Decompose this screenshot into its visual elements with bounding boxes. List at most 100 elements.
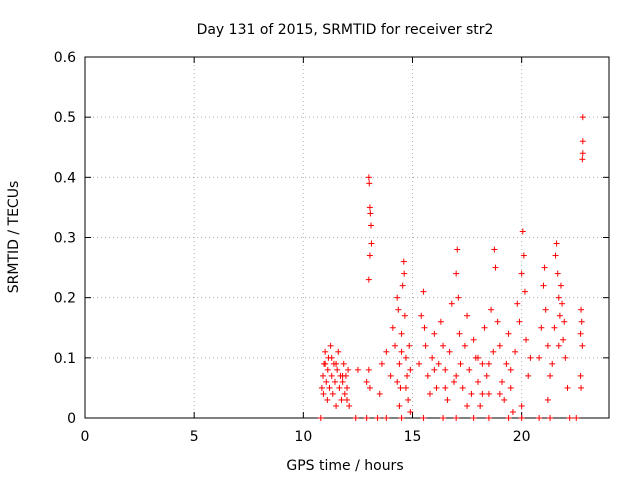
- data-point: [492, 264, 499, 271]
- data-point: [503, 360, 510, 367]
- data-point: [577, 330, 584, 337]
- data-point: [354, 366, 361, 373]
- data-point: [547, 415, 554, 421]
- data-point: [491, 246, 498, 253]
- data-point: [368, 222, 375, 229]
- data-point: [395, 306, 402, 313]
- data-point: [366, 180, 373, 187]
- data-point: [516, 318, 523, 325]
- data-point: [334, 366, 341, 373]
- data-point: [365, 174, 372, 181]
- x-tick-label: 15: [404, 429, 422, 445]
- data-point: [559, 300, 566, 307]
- data-point: [429, 354, 436, 361]
- data-point: [560, 336, 567, 343]
- data-point: [514, 300, 521, 307]
- data-point: [561, 318, 568, 325]
- data-point: [327, 342, 334, 349]
- data-point: [454, 246, 461, 253]
- data-point: [346, 402, 353, 409]
- x-tick-label: 0: [81, 429, 90, 445]
- data-point: [578, 384, 585, 391]
- data-point: [578, 306, 585, 313]
- data-point: [461, 342, 468, 349]
- data-point: [401, 312, 408, 319]
- chart-title: Day 131 of 2015, SRMTID for receiver str…: [197, 22, 494, 38]
- y-tick-label: 0.2: [54, 291, 76, 307]
- data-point: [392, 342, 399, 349]
- y-axis-label: SRMTID / TECUs: [6, 181, 22, 294]
- data-point: [333, 402, 340, 409]
- data-point: [579, 138, 586, 145]
- data-point: [319, 372, 326, 379]
- y-tick-label: 0.5: [54, 110, 76, 126]
- data-point: [344, 384, 350, 391]
- data-point: [398, 415, 405, 421]
- data-point: [453, 372, 460, 379]
- tick-labels: 0 5 10 15 20 0 0.1 0.2 0.3 0.4 0.5 0.6: [54, 50, 531, 445]
- data-point: [573, 415, 580, 421]
- data-point: [501, 396, 508, 403]
- data-point: [344, 396, 350, 403]
- data-point: [555, 342, 562, 349]
- data-point: [455, 294, 462, 301]
- data-point: [336, 384, 343, 391]
- data-point: [553, 240, 560, 247]
- data-point: [468, 390, 475, 397]
- data-point: [556, 312, 563, 319]
- data-point: [459, 384, 466, 391]
- data-point: [485, 415, 492, 421]
- data-point: [431, 330, 438, 337]
- data-point: [470, 336, 477, 343]
- data-point: [442, 384, 449, 391]
- data-point: [554, 270, 561, 277]
- data-point: [398, 330, 405, 337]
- data-point: [322, 348, 329, 355]
- data-point: [494, 318, 501, 325]
- data-point: [444, 396, 451, 403]
- data-point: [328, 372, 335, 379]
- data-point: [335, 348, 342, 355]
- data-point: [464, 402, 471, 409]
- grid: [85, 57, 609, 418]
- data-point: [396, 360, 403, 367]
- data-point: [475, 378, 481, 385]
- data-point: [541, 264, 548, 271]
- x-tick-label: 10: [294, 429, 312, 445]
- data-point: [507, 366, 514, 373]
- data-point: [499, 378, 506, 385]
- data-point: [536, 354, 543, 361]
- data-point: [397, 384, 404, 391]
- data-point: [324, 366, 331, 373]
- data-point: [333, 360, 340, 367]
- data-point: [518, 415, 525, 421]
- data-point: [578, 318, 585, 325]
- data-point: [398, 348, 405, 355]
- data-point: [466, 366, 473, 373]
- data-point: [324, 396, 331, 403]
- data-point: [329, 390, 336, 397]
- data-point: [367, 210, 374, 217]
- data-point: [407, 366, 414, 373]
- data-point: [485, 360, 492, 367]
- data-point: [396, 402, 403, 409]
- data-point: [552, 252, 559, 259]
- data-point: [402, 354, 409, 361]
- data-point: [540, 282, 547, 289]
- data-point: [518, 270, 525, 277]
- data-point: [544, 342, 551, 349]
- data-point: [470, 415, 477, 421]
- data-point: [431, 366, 438, 373]
- data-point: [424, 372, 431, 379]
- data-point: [453, 270, 460, 277]
- data-point: [536, 415, 543, 421]
- data-point: [549, 360, 556, 367]
- data-point: [363, 378, 370, 385]
- data-point: [505, 330, 512, 337]
- x-axis-label: GPS time / hours: [286, 458, 403, 474]
- data-point: [453, 415, 460, 421]
- data-point: [389, 324, 396, 331]
- data-point: [519, 228, 526, 235]
- x-tick-label: 20: [513, 429, 531, 445]
- data-point: [401, 270, 408, 277]
